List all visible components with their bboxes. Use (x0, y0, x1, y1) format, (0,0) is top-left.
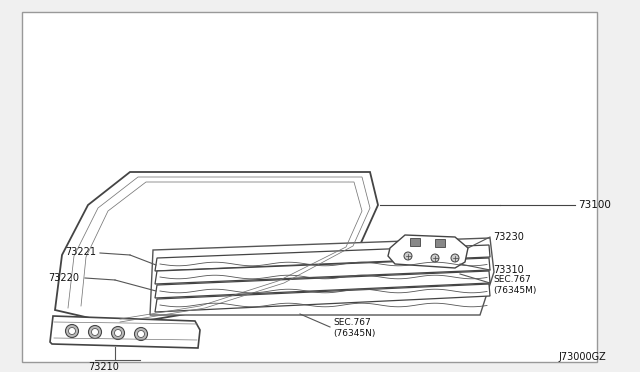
Text: 73100: 73100 (578, 200, 611, 210)
Polygon shape (55, 172, 378, 325)
Text: SEC.767
(76345M): SEC.767 (76345M) (493, 275, 536, 295)
Circle shape (115, 330, 122, 337)
Text: SEC.767
(76345N): SEC.767 (76345N) (333, 318, 376, 338)
Circle shape (431, 254, 439, 262)
Polygon shape (155, 284, 490, 312)
Text: 73210: 73210 (88, 362, 119, 372)
Bar (22, 12, 597, 362)
Circle shape (65, 324, 79, 337)
Circle shape (138, 330, 145, 337)
Text: J73000GZ: J73000GZ (558, 352, 605, 362)
Circle shape (68, 327, 76, 334)
Bar (410, 238, 420, 246)
Circle shape (404, 252, 412, 260)
Text: 73221: 73221 (65, 247, 96, 257)
Polygon shape (155, 258, 490, 284)
Polygon shape (388, 235, 468, 268)
Polygon shape (155, 245, 490, 271)
Circle shape (88, 326, 102, 339)
Circle shape (92, 328, 99, 336)
Text: 73220: 73220 (48, 273, 79, 283)
Circle shape (451, 254, 459, 262)
Polygon shape (155, 271, 490, 298)
Polygon shape (150, 238, 494, 315)
Text: 73230: 73230 (493, 232, 524, 242)
Polygon shape (50, 316, 200, 348)
Circle shape (111, 327, 125, 340)
Circle shape (134, 327, 147, 340)
Bar (435, 239, 445, 247)
Text: 73310: 73310 (493, 265, 524, 275)
